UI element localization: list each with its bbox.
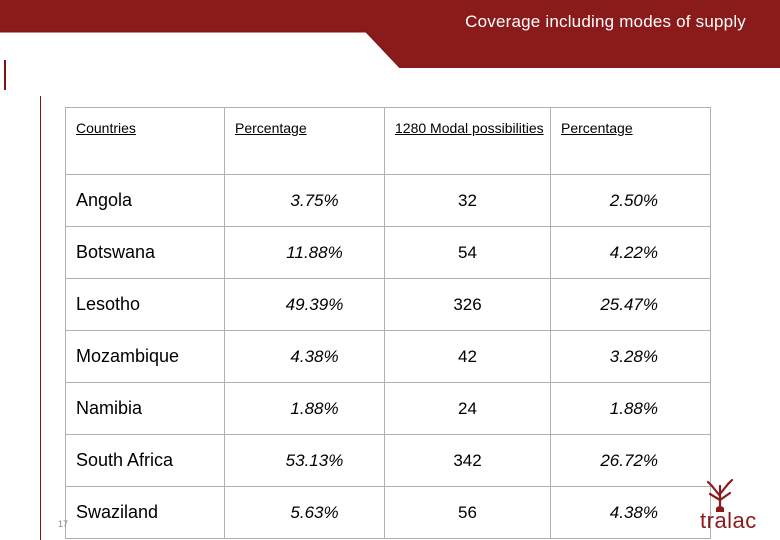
percentage-cell: 1.88% xyxy=(224,382,385,435)
column-header: Countries xyxy=(65,107,225,175)
table-row: Swaziland 5.63% 56 4.38% xyxy=(65,486,711,539)
baobab-tree-icon xyxy=(706,478,734,512)
table-row: Mozambique 4.38% 42 3.28% xyxy=(65,330,711,383)
modal-percentage-cell: 3.28% xyxy=(550,330,711,383)
percentage-cell: 11.88% xyxy=(224,226,385,279)
table-row: Botswana 11.88% 54 4.22% xyxy=(65,226,711,279)
modal-cell: 54 xyxy=(384,226,551,279)
modal-cell: 42 xyxy=(384,330,551,383)
left-accent-line xyxy=(4,60,6,90)
percentage-cell: 49.39% xyxy=(224,278,385,331)
modal-percentage-cell: 1.88% xyxy=(550,382,711,435)
table-header-row: Countries Percentage 1280 Modal possibil… xyxy=(65,107,711,175)
percentage-cell: 53.13% xyxy=(224,434,385,487)
left-rule xyxy=(40,96,41,540)
column-header: Percentage xyxy=(224,107,385,175)
country-cell: South Africa xyxy=(65,434,225,487)
modal-percentage-cell: 2.50% xyxy=(550,174,711,227)
page-number: 17 xyxy=(58,519,69,529)
country-cell: Angola xyxy=(65,174,225,227)
modal-cell: 24 xyxy=(384,382,551,435)
column-header: Percentage xyxy=(550,107,711,175)
country-cell: Lesotho xyxy=(65,278,225,331)
table-row: South Africa 53.13% 342 26.72% xyxy=(65,434,711,487)
country-cell: Botswana xyxy=(65,226,225,279)
table-row: Lesotho 49.39% 326 25.47% xyxy=(65,278,711,331)
country-cell: Mozambique xyxy=(65,330,225,383)
table-row: Angola 3.75% 32 2.50% xyxy=(65,174,711,227)
modal-cell: 32 xyxy=(384,174,551,227)
modal-percentage-cell: 25.47% xyxy=(550,278,711,331)
modal-percentage-cell: 4.38% xyxy=(550,486,711,539)
modal-percentage-cell: 4.22% xyxy=(550,226,711,279)
country-cell: Swaziland xyxy=(65,486,225,539)
modal-cell: 56 xyxy=(384,486,551,539)
percentage-cell: 4.38% xyxy=(224,330,385,383)
modal-cell: 342 xyxy=(384,434,551,487)
table-row: Namibia 1.88% 24 1.88% xyxy=(65,382,711,435)
country-cell: Namibia xyxy=(65,382,225,435)
modal-percentage-cell: 26.72% xyxy=(550,434,711,487)
logo-text: tralac xyxy=(700,508,757,533)
column-header: 1280 Modal possibilities xyxy=(384,107,551,175)
coverage-table: Countries Percentage 1280 Modal possibil… xyxy=(65,107,711,539)
percentage-cell: 5.63% xyxy=(224,486,385,539)
header-banner: Coverage including modes of supply xyxy=(0,0,780,68)
modal-cell: 326 xyxy=(384,278,551,331)
percentage-cell: 3.75% xyxy=(224,174,385,227)
banner-shape xyxy=(0,0,780,68)
page-title: Coverage including modes of supply xyxy=(465,12,746,31)
